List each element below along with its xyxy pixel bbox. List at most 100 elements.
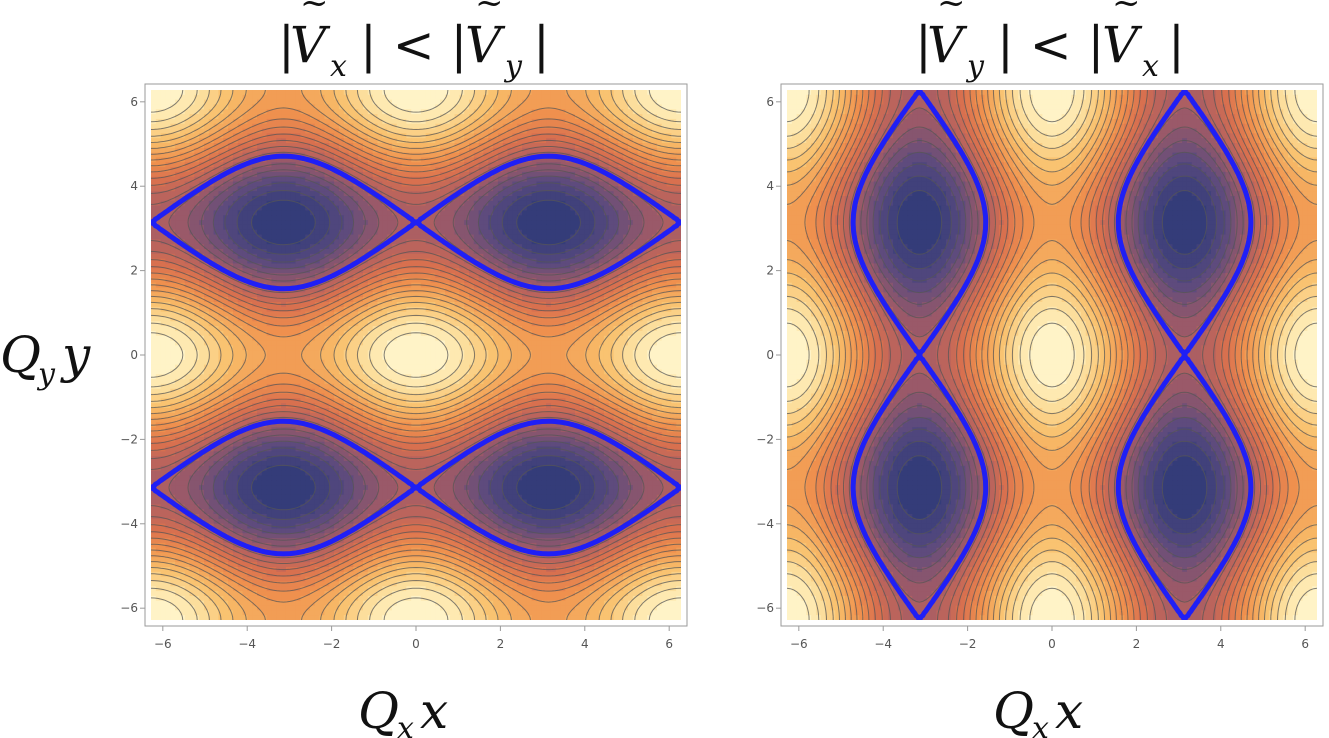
left-title-bar-end: | [533, 16, 550, 74]
right-title-middle: | < | [997, 16, 1104, 74]
right-x-label-var: x [1055, 682, 1083, 738]
contour-line [872, 151, 1232, 559]
x-tick-label: −6 [790, 637, 808, 651]
contour-line [151, 133, 681, 577]
contour-line [804, 90, 1300, 620]
contour-line [224, 182, 608, 528]
contour-line [151, 146, 681, 564]
left-x-label-q-sub: x [397, 711, 414, 738]
left-y-axis-label: Q y y [0, 326, 91, 392]
left-title-sub2: y [503, 49, 523, 84]
contour-lines [787, 90, 1317, 620]
right-title-bar-1: | [915, 16, 932, 74]
contour-line [787, 90, 1317, 620]
contour-line [860, 126, 1244, 584]
y-tick-label: 6 [766, 95, 774, 109]
contour-line [200, 169, 632, 541]
y-tick-label: −4 [756, 517, 774, 531]
contour-line [151, 151, 681, 559]
contour-line [151, 126, 681, 584]
y-tick-label: −6 [120, 601, 138, 615]
y-label-var: y [60, 326, 91, 384]
x-tick-label: 6 [1301, 637, 1309, 651]
x-tick-label: 2 [497, 637, 505, 651]
contour-line [787, 90, 1317, 620]
y-tick-label: −4 [120, 517, 138, 531]
y-tick-label: −2 [120, 432, 138, 446]
left-title-v2: V [465, 16, 506, 74]
y-tick-label: 6 [130, 95, 138, 109]
contour-line [151, 90, 681, 620]
x-tick-label: 4 [581, 637, 589, 651]
contour-line [887, 175, 1217, 535]
left-title-v1: V [290, 16, 331, 74]
contour-line [836, 90, 1268, 620]
contour-line [151, 90, 681, 620]
left-title-tilde-2: ~ [475, 0, 504, 23]
contour-line [151, 90, 681, 620]
contour-line [151, 90, 681, 620]
contour-line [151, 90, 681, 620]
contour-line [787, 90, 1317, 620]
y-tick-label: 4 [130, 179, 138, 193]
y-tick-label: 4 [766, 179, 774, 193]
contour-line [151, 90, 681, 620]
x-tick-label: −6 [154, 637, 172, 651]
contour-fill [151, 90, 681, 620]
right-panel: | V ~ y | < | V ~ x | −6 −4 −2 0 2 4 6 −6 −4 −2 0 2… [756, 0, 1324, 738]
y-label-q-sub: y [36, 357, 56, 392]
highlight-contour [850, 90, 1254, 620]
contour-line [830, 90, 1274, 620]
contour-line [866, 139, 1238, 571]
contour-line [187, 163, 645, 547]
contour-line [823, 90, 1281, 620]
x-tick-label: −4 [874, 637, 892, 651]
right-x-axis-label: Q x x [993, 682, 1083, 738]
contour-line [896, 190, 1208, 520]
x-tick-label: −2 [323, 637, 341, 651]
left-x-label-q: Q [358, 682, 399, 738]
x-tick-label: 0 [1048, 637, 1056, 651]
contour-line [151, 118, 681, 592]
y-tick-label: 0 [130, 348, 138, 362]
left-title-bar-1: | [278, 16, 295, 74]
contour-line [843, 90, 1261, 620]
left-x-axis-label: Q x x [358, 682, 448, 738]
left-x-label-var: x [420, 682, 448, 738]
right-title-sub1: y [965, 49, 985, 84]
right-title-tilde-2: ~ [1112, 0, 1141, 23]
right-title-v1: V [927, 16, 968, 74]
contour-line [787, 90, 1317, 620]
contour-line [879, 163, 1225, 547]
x-tick-label: 4 [1217, 637, 1225, 651]
right-panel-title: | V ~ y | < | V ~ x | [915, 0, 1185, 84]
y-tick-label: −2 [756, 432, 774, 446]
left-title-sub1: x [330, 49, 347, 84]
right-contour-plot [787, 90, 1317, 620]
contour-line [151, 90, 681, 620]
left-title-middle: | < | [360, 16, 467, 74]
y-tick-label: 0 [766, 348, 774, 362]
right-title-sub2: x [1142, 49, 1159, 84]
contour-line [236, 190, 596, 520]
right-x-label-q: Q [993, 682, 1034, 738]
right-x-label-q-sub: x [1032, 711, 1049, 738]
y-tick-label: −6 [756, 601, 774, 615]
contour-line [251, 199, 581, 511]
right-title-tilde-1: ~ [937, 0, 966, 23]
contour-line [787, 90, 1317, 620]
x-tick-label: 2 [1133, 637, 1141, 651]
x-tick-label: −2 [959, 637, 977, 651]
highlight-contour [151, 153, 681, 557]
right-axis-ticks: −6 −4 −2 0 2 4 6 −6 −4 −2 0 2 4 6 [756, 95, 1309, 651]
left-panel-title: | V ~ x | < | V ~ y | [278, 0, 550, 84]
y-label-q: Q [0, 326, 41, 384]
contour-line [787, 90, 1317, 620]
contour-line [212, 175, 620, 535]
right-title-bar-end: | [1168, 16, 1185, 74]
contour-line [787, 90, 1317, 620]
left-contour-plot [151, 90, 681, 620]
contour-line [848, 90, 1256, 620]
contour-line [151, 107, 681, 603]
